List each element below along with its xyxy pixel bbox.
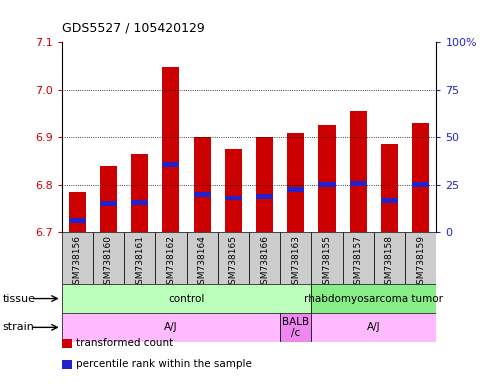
Bar (280, 313, 312, 342)
Bar (381, 144, 398, 232)
Bar (312, 232, 343, 284)
Text: transformed count: transformed count (76, 338, 174, 348)
Text: GSM738160: GSM738160 (104, 235, 113, 290)
Bar (93, 232, 124, 284)
Bar (100, 202, 117, 206)
Bar (225, 149, 242, 232)
Text: A/J: A/J (164, 322, 177, 333)
Bar (287, 132, 304, 232)
Bar (69, 218, 86, 223)
Text: percentile rank within the sample: percentile rank within the sample (76, 359, 252, 369)
Text: rhabdomyosarcoma tumor: rhabdomyosarcoma tumor (304, 293, 443, 304)
Text: tissue: tissue (2, 293, 35, 304)
Bar (343, 232, 374, 284)
Text: GSM738161: GSM738161 (135, 235, 144, 290)
Bar (131, 154, 148, 232)
Bar (218, 232, 249, 284)
Bar (412, 182, 429, 187)
Bar (312, 313, 436, 342)
Bar (155, 232, 186, 284)
Text: GSM738163: GSM738163 (291, 235, 300, 290)
Bar (194, 192, 211, 197)
Bar (194, 137, 211, 232)
Text: GSM738158: GSM738158 (385, 235, 394, 290)
Bar (100, 166, 117, 232)
Bar (256, 194, 273, 199)
Bar (350, 111, 367, 232)
Bar (62, 284, 312, 313)
Bar (287, 187, 304, 192)
Bar (62, 232, 93, 284)
Text: GSM738159: GSM738159 (416, 235, 425, 290)
Text: GSM738162: GSM738162 (167, 235, 176, 290)
Text: GSM738156: GSM738156 (73, 235, 82, 290)
Text: control: control (168, 293, 205, 304)
Bar (381, 198, 398, 203)
Bar (162, 67, 179, 232)
Bar (62, 313, 280, 342)
Bar (131, 200, 148, 205)
Text: GSM738157: GSM738157 (354, 235, 363, 290)
Bar (225, 196, 242, 200)
Bar (280, 232, 312, 284)
Bar (249, 232, 280, 284)
Bar (350, 182, 367, 186)
Bar (318, 126, 336, 232)
Text: GSM738155: GSM738155 (322, 235, 331, 290)
Bar (405, 232, 436, 284)
Text: GDS5527 / 105420129: GDS5527 / 105420129 (62, 22, 205, 35)
Text: GSM738164: GSM738164 (198, 235, 207, 290)
Bar (256, 137, 273, 232)
Bar (162, 162, 179, 167)
Bar (412, 123, 429, 232)
Bar (124, 232, 155, 284)
Bar (374, 232, 405, 284)
Bar (318, 182, 336, 187)
Text: GSM738166: GSM738166 (260, 235, 269, 290)
Bar (69, 192, 86, 232)
Bar (312, 284, 436, 313)
Text: BALB
/c: BALB /c (282, 316, 310, 338)
Text: strain: strain (2, 322, 35, 333)
Text: GSM738165: GSM738165 (229, 235, 238, 290)
Bar (186, 232, 218, 284)
Text: A/J: A/J (367, 322, 381, 333)
